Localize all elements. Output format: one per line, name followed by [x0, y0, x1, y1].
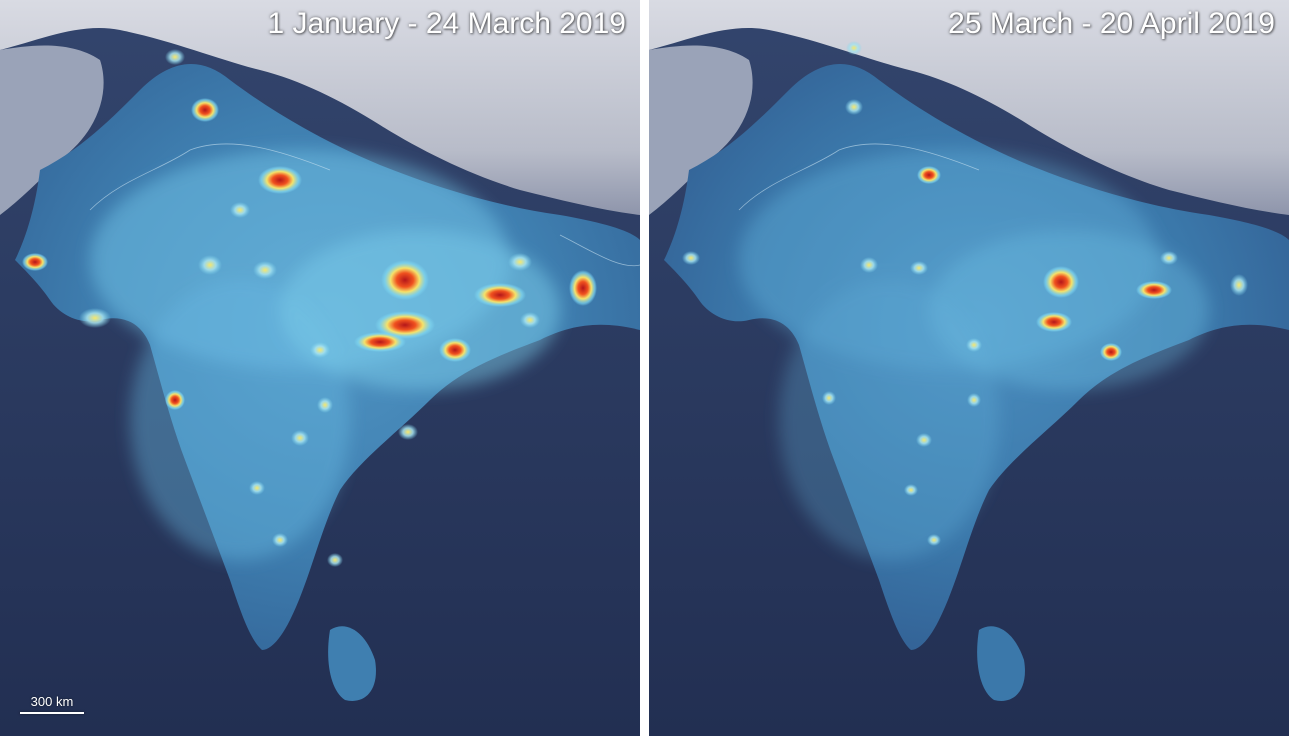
hotspots-after	[682, 41, 1248, 546]
map-after	[649, 0, 1289, 736]
map-before	[0, 0, 640, 736]
panel-title-before: 1 January - 24 March 2019	[267, 7, 626, 40]
panel-title-after: 25 March - 20 April 2019	[948, 7, 1275, 40]
map-panel-before: 1 January - 24 March 2019 300 km	[0, 0, 640, 736]
hotspots-before	[22, 49, 597, 567]
scale-bar: 300 km	[20, 694, 84, 714]
scale-bar-label: 300 km	[30, 694, 74, 709]
map-panel-after: 25 March - 20 April 2019	[649, 0, 1289, 736]
scale-bar-line	[20, 712, 84, 714]
